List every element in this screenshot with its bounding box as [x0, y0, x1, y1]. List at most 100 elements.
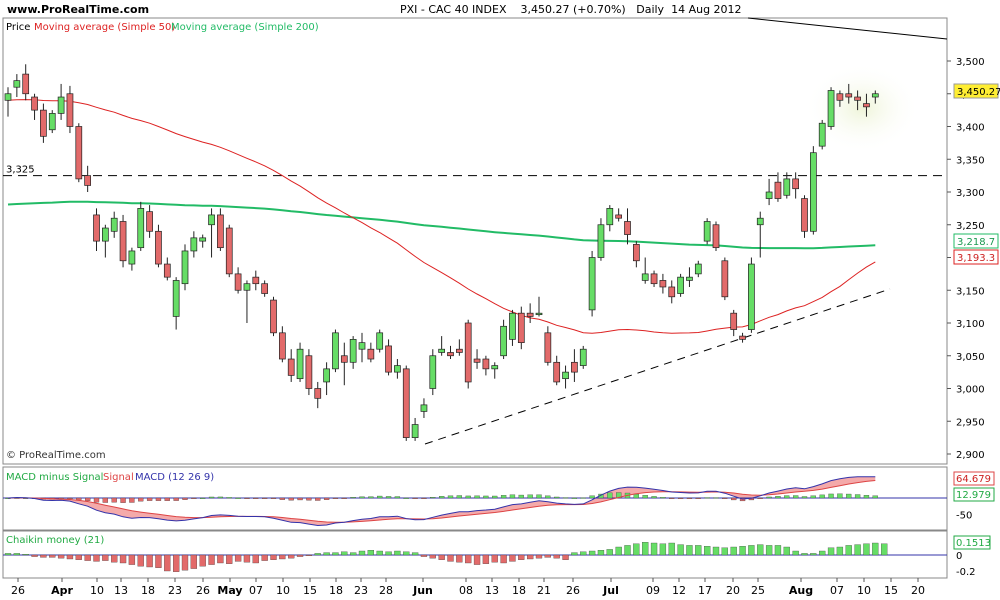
candle-body[interactable]	[482, 358, 490, 370]
candle-body[interactable]	[818, 122, 826, 147]
candle-body[interactable]	[57, 96, 65, 114]
candle-body[interactable]	[217, 214, 224, 249]
candle-body[interactable]	[588, 257, 596, 311]
candle-body[interactable]	[75, 126, 83, 180]
candle-body[interactable]	[783, 178, 791, 196]
candle-body[interactable]	[323, 368, 330, 383]
candle-body[interactable]	[31, 96, 38, 111]
candle-body[interactable]	[809, 152, 817, 232]
candle-body[interactable]	[270, 299, 277, 334]
candle-body[interactable]	[48, 113, 56, 131]
candle-body[interactable]	[712, 224, 720, 249]
candle-body[interactable]	[500, 325, 507, 357]
candle-body[interactable]	[367, 348, 375, 360]
candle-body[interactable]	[296, 348, 304, 380]
candle-body[interactable]	[93, 214, 100, 242]
candle-body[interactable]	[181, 250, 189, 285]
candle-body[interactable]	[703, 221, 711, 242]
candle-body[interactable]	[606, 208, 614, 226]
candle-body[interactable]	[854, 96, 861, 101]
candle-body[interactable]	[632, 244, 640, 262]
candle-body[interactable]	[110, 217, 118, 232]
candle-body[interactable]	[199, 237, 207, 242]
candle-body[interactable]	[101, 227, 109, 242]
candle-body[interactable]	[571, 361, 578, 373]
candle-body[interactable]	[473, 358, 481, 363]
candle-body[interactable]	[491, 365, 499, 370]
candle-body[interactable]	[615, 214, 623, 219]
candle-body[interactable]	[22, 73, 30, 95]
candle-body[interactable]	[411, 424, 419, 438]
candle-body[interactable]	[243, 283, 251, 291]
candle-body[interactable]	[429, 355, 437, 389]
candle-body[interactable]	[765, 191, 773, 199]
candle-body[interactable]	[845, 93, 853, 98]
candle-body[interactable]	[871, 93, 879, 98]
candle-body[interactable]	[659, 280, 667, 288]
candle-body[interactable]	[376, 332, 384, 350]
candle-body[interactable]	[119, 221, 127, 262]
candle-body[interactable]	[694, 263, 702, 275]
candle-body[interactable]	[447, 352, 454, 357]
candle-body[interactable]	[420, 404, 428, 412]
candle-body[interactable]	[721, 260, 729, 298]
candle-body[interactable]	[128, 250, 136, 265]
candle-body[interactable]	[13, 80, 21, 88]
candle-body[interactable]	[456, 348, 463, 353]
candle-body[interactable]	[358, 342, 366, 350]
candle-body[interactable]	[279, 332, 286, 360]
candle-body[interactable]	[402, 368, 410, 438]
candle-body[interactable]	[553, 361, 561, 383]
candle-body[interactable]	[40, 109, 47, 137]
candle-body[interactable]	[190, 237, 198, 252]
candle-body[interactable]	[597, 224, 605, 258]
candle-body[interactable]	[287, 358, 295, 376]
candle-body[interactable]	[146, 211, 153, 232]
candle-body[interactable]	[730, 312, 738, 330]
candle-body[interactable]	[756, 217, 764, 226]
candle-body[interactable]	[774, 181, 782, 199]
candle-body[interactable]	[668, 286, 676, 298]
candle-body[interactable]	[748, 263, 755, 330]
candle-body[interactable]	[332, 332, 339, 370]
candle-body[interactable]	[801, 198, 808, 232]
candle-body[interactable]	[562, 371, 569, 380]
site-name[interactable]: www.ProRealTime.com	[7, 3, 150, 16]
candle-body[interactable]	[526, 312, 534, 317]
candle-body[interactable]	[827, 90, 835, 127]
candle-body[interactable]	[234, 273, 242, 291]
candle-body[interactable]	[641, 273, 649, 281]
candle-body[interactable]	[314, 388, 322, 399]
candle-body[interactable]	[677, 276, 684, 294]
candle-body[interactable]	[836, 93, 844, 101]
candle-body[interactable]	[305, 355, 313, 389]
candle-body[interactable]	[438, 348, 445, 353]
candle-body[interactable]	[517, 312, 525, 343]
candle-body[interactable]	[163, 263, 171, 278]
candle-body[interactable]	[66, 93, 74, 127]
candle-body[interactable]	[509, 312, 516, 340]
candle-body[interactable]	[208, 214, 215, 226]
candle-body[interactable]	[535, 312, 543, 316]
candle-body[interactable]	[464, 322, 472, 383]
candle-body[interactable]	[137, 208, 145, 249]
candle-body[interactable]	[579, 348, 587, 366]
candle-body[interactable]	[739, 335, 746, 340]
candle-body[interactable]	[252, 276, 260, 285]
candle-body[interactable]	[792, 178, 800, 190]
candle-body[interactable]	[261, 283, 268, 294]
candle-body[interactable]	[84, 175, 92, 186]
candle-body[interactable]	[4, 93, 12, 101]
candle-body[interactable]	[394, 365, 401, 373]
candle-body[interactable]	[385, 345, 392, 373]
candle-body[interactable]	[686, 276, 693, 281]
candle-body[interactable]	[624, 221, 631, 235]
candle-body[interactable]	[340, 355, 348, 363]
candle-body[interactable]	[863, 103, 870, 108]
candle-body[interactable]	[225, 227, 233, 275]
candle-body[interactable]	[544, 332, 552, 363]
candle-body[interactable]	[349, 339, 357, 363]
candle-body[interactable]	[650, 273, 658, 285]
candle-body[interactable]	[155, 230, 162, 265]
